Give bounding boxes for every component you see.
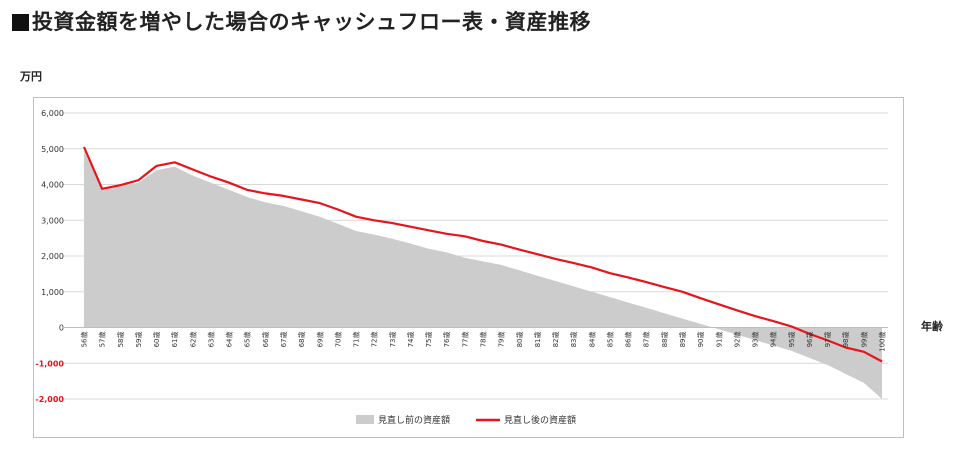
x-tick-label: 78歳 [479,332,488,348]
x-tick-label: 75歳 [424,332,433,348]
legend-swatch-before [356,415,374,424]
x-tick-label: 92歳 [732,332,741,348]
x-tick-label: 65歳 [243,332,252,348]
x-tick-label: 82歳 [551,332,560,348]
x-tick-label: 71歳 [352,332,361,348]
x-tick-label: 89歳 [678,332,687,348]
x-tick-label: 74歳 [406,332,415,348]
y-tick-label: 3,000 [41,216,64,225]
square-bullet-icon [12,14,29,31]
y-tick-label: -2,000 [35,395,64,404]
series-area-before [84,150,882,399]
x-tick-label: 95歳 [787,332,796,348]
x-tick-label: 69歳 [315,332,324,348]
x-tick-label: 81歳 [533,332,542,348]
x-tick-label: 77歳 [460,332,469,348]
y-axis-unit-label: 万円 [20,70,42,83]
y-tick-label: 1,000 [41,288,64,297]
series-line-after [82,146,883,363]
x-tick-label: 91歳 [714,332,723,348]
x-tick-label: 63歳 [206,332,215,348]
x-tick-label: 64歳 [225,332,234,348]
x-tick-label: 62歳 [188,332,197,348]
x-tick-label: 72歳 [370,332,379,348]
x-tick-label: 56歳 [80,332,89,348]
y-tick-label: 0 [59,324,64,333]
x-tick-label: 66歳 [261,332,270,348]
x-tick-label: 70歳 [333,332,342,348]
x-tick-label: 97歳 [823,332,832,348]
y-tick-label: 2,000 [41,252,64,261]
x-tick-label: 80歳 [515,332,524,348]
x-tick-label: 90歳 [696,332,705,348]
x-tick-label: 99歳 [859,332,868,348]
x-tick-label: 60歳 [152,332,161,348]
x-tick-label: 96歳 [805,332,814,348]
x-tick-label: 73歳 [388,332,397,348]
x-tick-label: 93歳 [751,332,760,348]
y-tick-label: 6,000 [41,109,64,118]
x-tick-label: 84歳 [587,332,596,348]
chart-title-text: 投資金額を増やした場合のキャッシュフロー表・資産推移 [32,10,591,34]
x-tick-label: 76歳 [442,332,451,348]
x-tick-label: 98歳 [841,332,850,348]
x-tick-label: 94歳 [769,332,778,348]
x-tick-label: 88歳 [660,332,669,348]
x-tick-label: 59歳 [134,332,143,348]
x-tick-label: 58歳 [116,332,125,348]
x-tick-label: 57歳 [98,332,107,348]
x-tick-label: 68歳 [297,332,306,348]
y-tick-label: 5,000 [41,145,64,154]
x-tick-label: 87歳 [642,332,651,348]
x-tick-label: 79歳 [497,332,506,348]
y-tick-label: 4,000 [41,181,64,190]
x-tick-label: 61歳 [170,332,179,348]
x-tick-label: 67歳 [279,332,288,348]
chart-title: 投資金額を増やした場合のキャッシュフロー表・資産推移 [12,6,591,36]
x-tick-label: 86歳 [624,332,633,348]
legend-label-after: 見直し後の資産額 [504,414,576,426]
x-tick-label: 85歳 [605,332,614,348]
chart-frame [33,97,904,438]
x-tick-label: 83歳 [569,332,578,348]
y-tick-label: -1,000 [35,359,64,368]
x-axis-label: 年齢 [921,320,943,333]
x-tick-label: 100歳 [878,332,887,352]
legend-label-before: 見直し前の資産額 [378,414,450,426]
